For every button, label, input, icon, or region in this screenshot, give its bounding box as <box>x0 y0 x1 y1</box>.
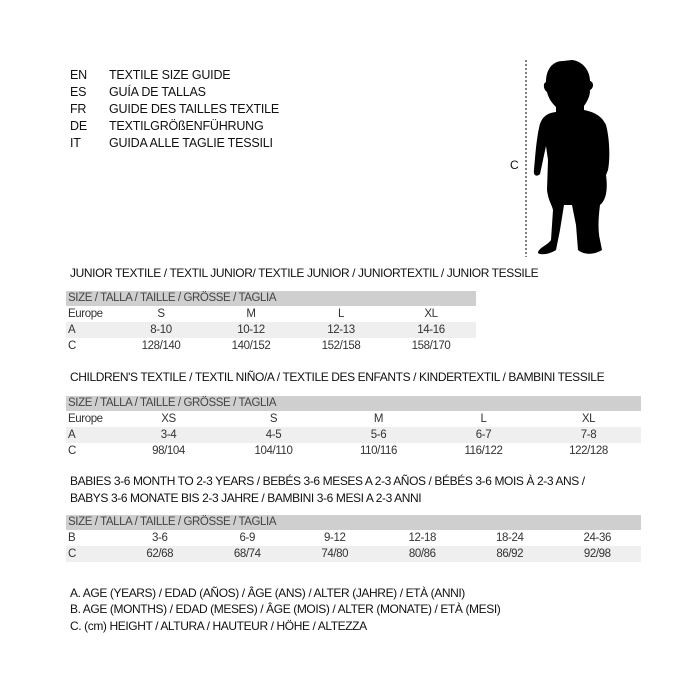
table-row: Europe S M L XL <box>68 308 438 320</box>
language-es: ES GUÍA DE TALLAS <box>70 85 206 99</box>
table-header: SIZE / TALLA / TAILLE / GRÖSSE / TAGLIA <box>66 515 641 530</box>
children-size-table: SIZE / TALLA / TAILLE / GRÖSSE / TAGLIA … <box>66 396 641 459</box>
language-list: EN TEXTILE SIZE GUIDE ES GUÍA DE TALLAS FR… <box>70 67 279 152</box>
children-section-title: CHILDREN'S TEXTILE / TEXTIL NIÑO/A / TEX… <box>70 370 605 384</box>
legend-c: C. (cm) HEIGHT / ALTURA / HAUTEUR / HÖHE… <box>70 619 367 633</box>
table-row: A 3-4 4-5 5-6 6-7 7-8 <box>66 427 641 443</box>
height-measure-label: C <box>510 158 519 172</box>
babies-section-title-line2: BABYS 3-6 MONATE BIS 2-3 JAHRE / BAMBINI… <box>70 491 422 505</box>
language-en: EN TEXTILE SIZE GUIDE <box>70 68 231 82</box>
table-row: C 98/104 104/110 110/116 116/122 122/128 <box>68 445 608 457</box>
table-row: C 62/68 68/74 74/80 80/86 86/92 92/98 <box>66 546 641 562</box>
table-row: Europe XS S M L XL <box>68 413 596 425</box>
junior-section-title: JUNIOR TEXTILE / TEXTIL JUNIOR/ TEXTILE … <box>70 266 539 280</box>
legend-a: A. AGE (YEARS) / EDAD (AÑOS) / ÂGE (ANS)… <box>70 586 465 600</box>
table-header: SIZE / TALLA / TAILLE / GRÖSSE / TAGLIA <box>66 291 476 306</box>
legend-b: B. AGE (MONTHS) / EDAD (MESES) / ÂGE (MO… <box>70 602 501 616</box>
child-silhouette-icon <box>533 60 610 255</box>
language-it: IT GUIDA ALLE TAGLIE TESSILI <box>70 136 273 150</box>
table-row: C 128/140 140/152 152/158 158/170 <box>68 340 451 352</box>
language-de: DE TEXTILGRÖßENFÜHRUNG <box>70 119 264 133</box>
babies-section-title-line1: BABIES 3-6 MONTH TO 2-3 YEARS / BEBÉS 3-… <box>70 474 585 488</box>
table-header: SIZE / TALLA / TAILLE / GRÖSSE / TAGLIA <box>66 396 641 411</box>
table-row: A 8-10 10-12 12-13 14-16 <box>66 322 476 338</box>
language-fr: FR GUIDE DES TAILLES TEXTILE <box>70 102 280 116</box>
table-row: B 3-6 6-9 9-12 12-18 18-24 24-36 <box>68 532 611 544</box>
babies-size-table: SIZE / TALLA / TAILLE / GRÖSSE / TAGLIA … <box>66 515 641 562</box>
junior-size-table: SIZE / TALLA / TAILLE / GRÖSSE / TAGLIA … <box>66 291 476 354</box>
